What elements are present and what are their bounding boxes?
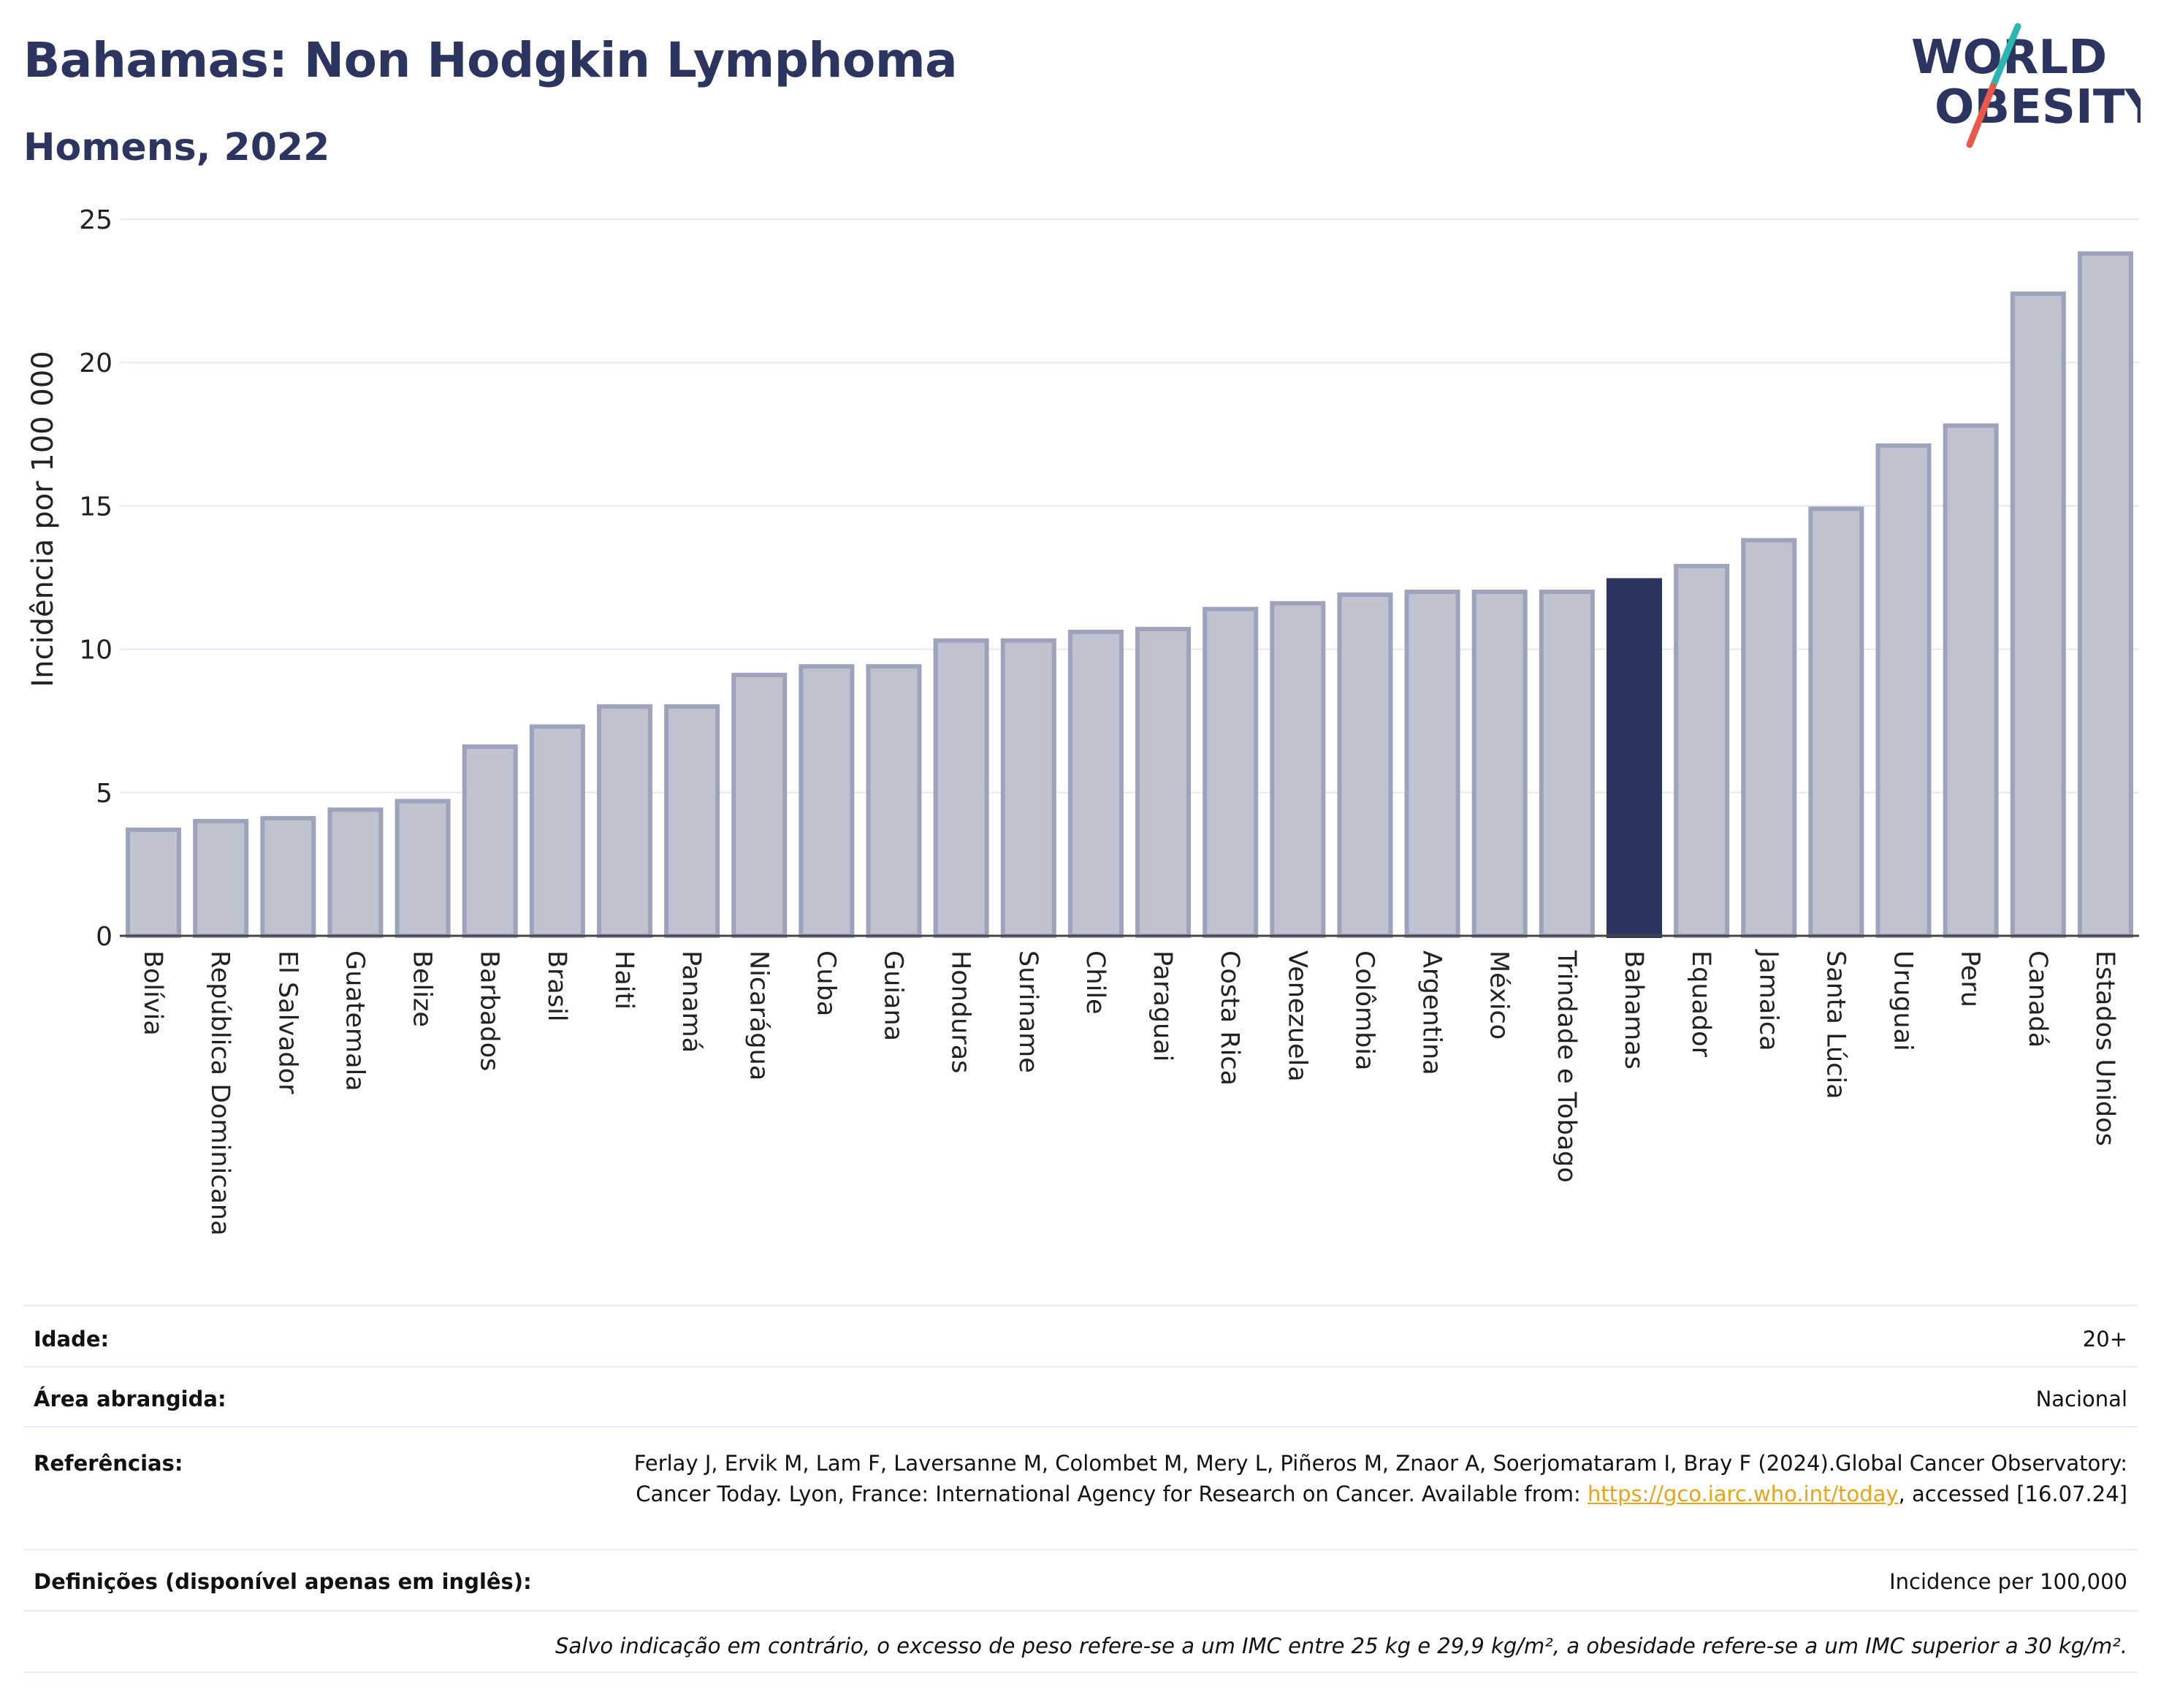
bar bbox=[1875, 443, 1932, 938]
bar bbox=[866, 664, 922, 938]
logo-slash-teal bbox=[1989, 23, 2021, 90]
bar bbox=[664, 704, 720, 939]
page-subtitle: Homens, 2022 bbox=[23, 126, 330, 169]
x-tick-label: Bolívia bbox=[138, 950, 167, 1036]
x-tick-label: Costa Rica bbox=[1215, 950, 1244, 1086]
y-axis-ticks: 0 5 10 15 20 25 bbox=[79, 205, 113, 952]
x-tick-label: Guatemala bbox=[340, 950, 369, 1091]
bar bbox=[1471, 590, 1528, 938]
bar bbox=[1270, 601, 1326, 938]
meta-row-definitions: Definições (disponível apenas em inglês)… bbox=[23, 1549, 2138, 1610]
x-tick-label: Santa Lúcia bbox=[1821, 950, 1850, 1099]
meta-row-note: Salvo indicação em contrário, o excesso … bbox=[23, 1610, 2138, 1673]
x-tick-label: Guiana bbox=[879, 950, 908, 1041]
references-label: Referências: bbox=[34, 1451, 183, 1476]
bar bbox=[2077, 251, 2133, 938]
age-value: 20+ bbox=[2082, 1327, 2127, 1351]
y-tick-label: 10 bbox=[79, 636, 113, 666]
meta-row-age: Idade: 20+ bbox=[23, 1305, 2138, 1366]
references-text: Ferlay J, Ervik M, Lam F, Laversanne M, … bbox=[633, 1451, 2127, 1506]
bar-chart: 0 5 10 15 20 25 Bolívia República Dominicana El… bbox=[26, 205, 2139, 1236]
grid-lines bbox=[120, 218, 2139, 793]
bar bbox=[1674, 563, 1730, 939]
logo-slash-red bbox=[1966, 83, 1997, 148]
x-tick-label: Paraguai bbox=[1148, 950, 1177, 1061]
bar bbox=[1135, 627, 1192, 939]
x-tick-label: Nicarágua bbox=[744, 950, 773, 1080]
x-tick-label: Barbados bbox=[475, 950, 504, 1071]
bar bbox=[529, 724, 585, 938]
bar bbox=[462, 744, 518, 938]
x-tick-label: Haiti bbox=[609, 950, 639, 1010]
definitions-label: Definições (disponível apenas em inglês)… bbox=[34, 1569, 532, 1594]
y-tick-label: 20 bbox=[79, 348, 113, 378]
references-link[interactable]: https://gco.iarc.who.int/today bbox=[1587, 1482, 1899, 1506]
page-title: Bahamas: Non Hodgkin Lymphoma bbox=[23, 32, 958, 88]
bar bbox=[1539, 590, 1595, 938]
x-tick-label: Cuba bbox=[811, 950, 840, 1016]
x-tick-label: Equador bbox=[1686, 950, 1715, 1058]
bar bbox=[1404, 590, 1460, 938]
x-tick-label: Chile bbox=[1080, 950, 1110, 1015]
metadata-table: Idade: 20+ Área abrangida: Nacional Refe… bbox=[23, 1305, 2138, 1673]
bar bbox=[596, 704, 653, 939]
y-tick-label: 5 bbox=[96, 779, 113, 809]
bar bbox=[933, 638, 989, 938]
logo-text-obesity: OBESITY bbox=[1935, 80, 2141, 134]
bar bbox=[1808, 506, 1864, 938]
bar bbox=[1000, 638, 1056, 938]
x-tick-label: Uruguai bbox=[1889, 950, 1918, 1051]
x-tick-label: Colômbia bbox=[1349, 950, 1379, 1070]
bar bbox=[327, 807, 384, 938]
x-tick-label: Panamá bbox=[676, 950, 706, 1053]
age-label: Idade: bbox=[34, 1327, 110, 1351]
bar bbox=[1943, 423, 1999, 938]
bar bbox=[2010, 291, 2066, 938]
x-tick-label: El Salvador bbox=[272, 950, 302, 1094]
x-tick-label: México bbox=[1485, 950, 1514, 1040]
bar bbox=[126, 827, 182, 939]
bar bbox=[799, 664, 855, 938]
x-tick-label: Argentina bbox=[1417, 950, 1447, 1075]
references-value: Ferlay J, Ervik M, Lam F, Laversanne M, … bbox=[579, 1448, 2138, 1509]
x-tick-label: Brasil bbox=[542, 950, 571, 1022]
world-obesity-logo: WORLD OBESITY bbox=[1911, 23, 2141, 148]
x-tick-label: Trindade e Tobago bbox=[1552, 950, 1581, 1183]
x-tick-label: Bahamas bbox=[1619, 950, 1648, 1070]
x-tick-label: Venezuela bbox=[1282, 950, 1311, 1082]
y-tick-label: 15 bbox=[79, 492, 113, 522]
y-axis-title: Incidência por 100 000 bbox=[26, 351, 60, 687]
bar bbox=[260, 816, 316, 938]
bar bbox=[193, 819, 249, 939]
meta-row-area: Área abrangida: Nacional bbox=[23, 1366, 2138, 1426]
x-tick-label: Belize bbox=[408, 950, 437, 1027]
x-tick-label: República Dominicana bbox=[205, 950, 235, 1236]
bars bbox=[126, 251, 2133, 939]
bar-highlight bbox=[1606, 578, 1663, 938]
bar bbox=[395, 798, 451, 939]
area-value: Nacional bbox=[2035, 1387, 2127, 1411]
x-tick-label: Peru bbox=[1956, 950, 1985, 1007]
x-tick-label: Honduras bbox=[946, 950, 975, 1073]
bar bbox=[731, 672, 788, 939]
definitions-value: Incidence per 100,000 bbox=[1889, 1569, 2127, 1594]
y-tick-label: 25 bbox=[79, 205, 113, 235]
x-tick-label: Estados Unidos bbox=[2090, 950, 2119, 1146]
y-tick-label: 0 bbox=[96, 922, 113, 952]
x-tick-label: Suriname bbox=[1013, 950, 1043, 1073]
x-axis-labels: Bolívia República Dominicana El Salvador Gu… bbox=[138, 949, 2119, 1236]
x-tick-label: Jamaica bbox=[1753, 949, 1783, 1051]
bar bbox=[1203, 606, 1259, 938]
meta-row-references: Referências: Ferlay J, Ervik M, Lam F, L… bbox=[23, 1426, 2138, 1549]
bar bbox=[1067, 630, 1124, 939]
bmi-note: Salvo indicação em contrário, o excesso … bbox=[555, 1633, 2127, 1658]
area-label: Área abrangida: bbox=[34, 1387, 226, 1411]
bar bbox=[1337, 592, 1393, 938]
references-accessed: , accessed [16.07.24] bbox=[1898, 1482, 2127, 1506]
bar bbox=[1741, 538, 1797, 938]
x-tick-label: Canadá bbox=[2023, 950, 2052, 1048]
